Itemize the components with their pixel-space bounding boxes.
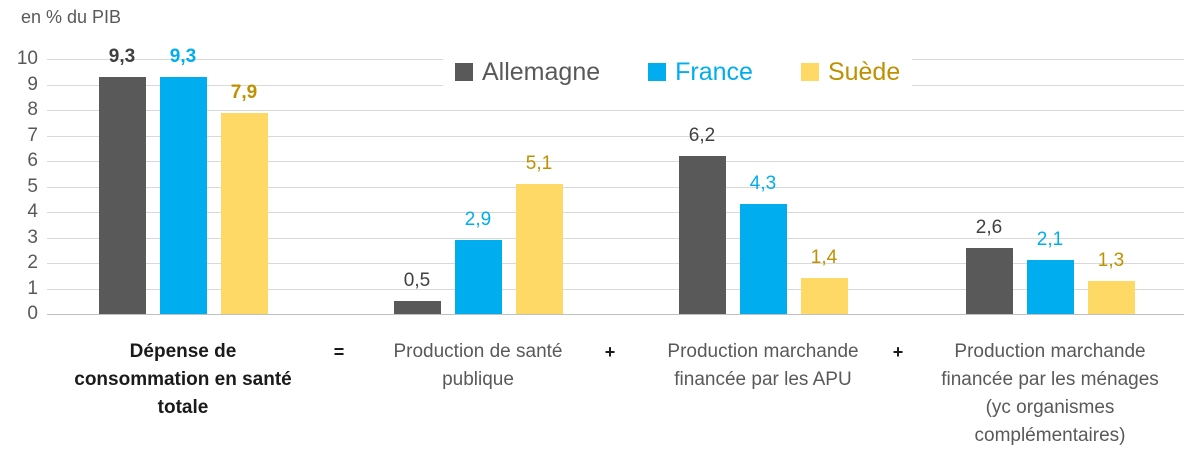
gridline xyxy=(47,288,1184,290)
y-axis-tick-label: 4 xyxy=(27,201,38,222)
bar-value-label: 9,3 xyxy=(169,45,197,67)
y-axis-tick-label: 7 xyxy=(27,124,38,146)
chart-legend: Allemagne France Suède xyxy=(443,55,913,89)
y-axis-tick-label: 5 xyxy=(27,175,38,197)
legend-swatch xyxy=(648,63,667,81)
legend-label: Suède xyxy=(827,58,901,86)
gridline xyxy=(47,186,1184,188)
category-label-4: Production marchande financée par les mén… xyxy=(900,338,1184,450)
y-axis-tick-label: 3 xyxy=(27,226,38,248)
gridline xyxy=(47,161,1184,162)
category-label-line: Production de santé xyxy=(393,341,563,362)
bar-france-cat2 xyxy=(454,240,502,314)
bar-value-label: 5,1 xyxy=(525,152,553,174)
legend-item-allemagne: Allemagne xyxy=(455,58,600,86)
y-axis-unit-label: en % du PIB xyxy=(21,7,122,27)
category-label-line: publique xyxy=(442,369,514,390)
y-axis-tick-label: 10 xyxy=(16,48,38,69)
gridline xyxy=(47,237,1184,239)
category-label-line: totale xyxy=(157,397,209,418)
bar-value-label: 7,9 xyxy=(230,81,258,103)
category-label-line: consommation en santé xyxy=(74,369,292,390)
bar-value-label: 2,1 xyxy=(1036,229,1064,251)
category-label-line: financée par les ménages xyxy=(941,369,1159,390)
bar-suède-cat3 xyxy=(800,278,848,314)
bar-value-label: 1,3 xyxy=(1097,249,1125,271)
y-axis-tick-label: 1 xyxy=(27,277,38,299)
bar-value-label: 0,5 xyxy=(403,270,431,292)
category-label-line: (yc organismes xyxy=(985,397,1115,418)
bar-france-cat1 xyxy=(159,76,207,314)
y-axis-tick-label: 8 xyxy=(27,99,38,120)
bar-allemagne-cat2 xyxy=(393,301,441,314)
y-axis-tick-label: 0 xyxy=(27,303,38,324)
category-label-3: Production marchande financée par les APU xyxy=(613,338,913,394)
bar-value-label: 9,3 xyxy=(108,45,136,67)
gridline xyxy=(47,135,1184,137)
y-axis-tick-label: 9 xyxy=(27,73,38,95)
bar-allemagne-cat4 xyxy=(965,247,1013,314)
category-label-line: financée par les APU xyxy=(674,369,852,390)
bar-france-cat4 xyxy=(1026,260,1074,314)
bar-france-cat3 xyxy=(739,204,787,314)
bar-allemagne-cat3 xyxy=(678,155,726,314)
bar-value-label: 6,2 xyxy=(688,124,716,146)
y-axis-tick-label: 2 xyxy=(27,252,38,273)
bar-allemagne-cat1 xyxy=(98,76,146,314)
category-label-2: Production de santé publique xyxy=(328,338,628,394)
gridline xyxy=(47,110,1184,111)
legend-swatch xyxy=(455,63,473,81)
category-separator-2: + xyxy=(604,342,616,362)
bar-value-label: 1,4 xyxy=(810,247,838,269)
category-label-line: Production marchande xyxy=(954,341,1146,362)
gridline xyxy=(47,314,1184,315)
gridline xyxy=(47,212,1184,213)
bar-value-label: 2,9 xyxy=(464,209,492,231)
category-label-line: Production marchande xyxy=(667,341,859,362)
category-label-line: Dépense de xyxy=(129,341,237,362)
legend-item-suède: Suède xyxy=(800,58,901,86)
bar-suède-cat1 xyxy=(220,112,268,314)
category-label-line: complémentaires) xyxy=(974,425,1126,446)
category-separator-1: = xyxy=(333,342,345,362)
legend-item-france: France xyxy=(648,58,753,86)
legend-label: Allemagne xyxy=(482,58,601,86)
gridline xyxy=(47,263,1184,264)
y-axis-tick-label: 6 xyxy=(27,150,38,171)
category-label-1: Dépense de consommation en santé totale xyxy=(33,338,333,422)
legend-swatch xyxy=(800,63,819,81)
category-separator-3: + xyxy=(892,342,904,362)
bar-value-label: 4,3 xyxy=(749,173,777,195)
bar-suède-cat4 xyxy=(1087,280,1135,314)
legend-label: France xyxy=(675,58,753,86)
bar-value-label: 2,6 xyxy=(975,216,1003,238)
bar-suède-cat2 xyxy=(515,183,563,314)
